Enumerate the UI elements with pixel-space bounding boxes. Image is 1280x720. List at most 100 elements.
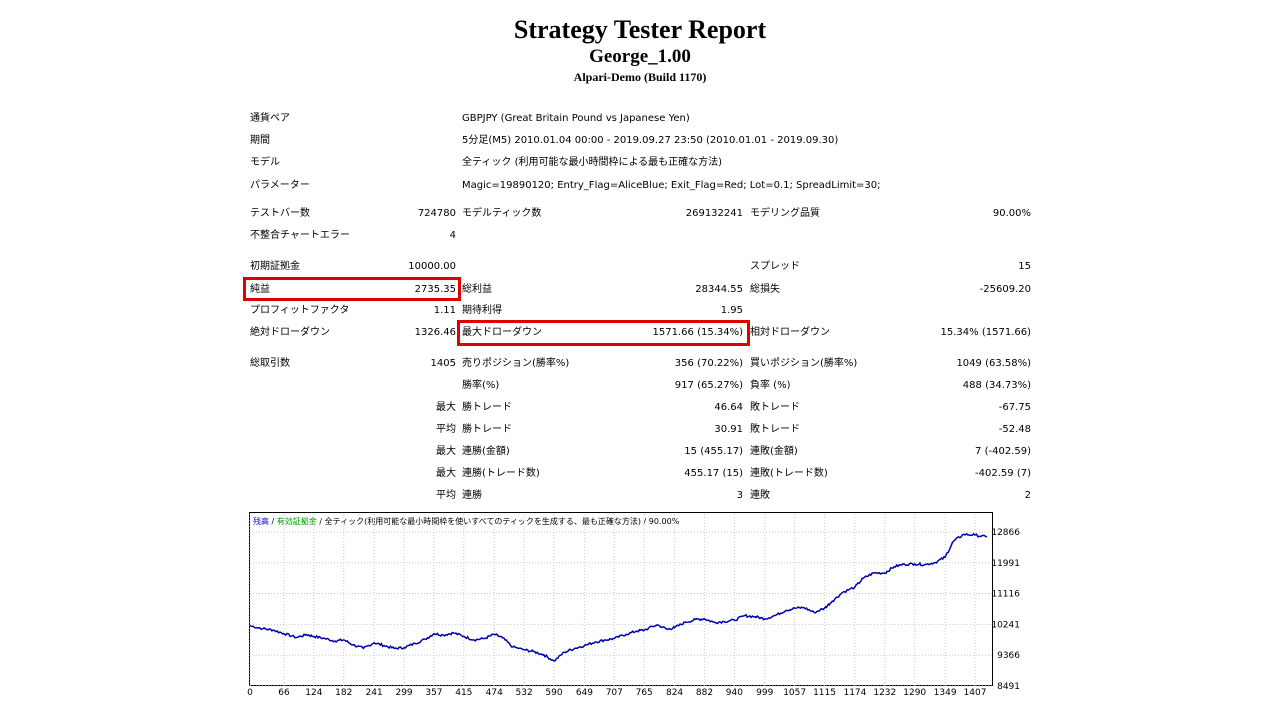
y-tick-label: 9366 [997,651,1020,661]
total-trades-label: 総取引数 [250,358,290,369]
avg-consecutive-losses-value: 2 [1024,490,1031,501]
x-tick-label: 1290 [903,688,926,698]
chart-legend: 残高 / 有効証拠金 / 全ティック(利用可能な最小時間枠を使いすべてのティック… [253,516,679,528]
x-tick-label: 1232 [873,688,896,698]
x-tick-label: 182 [335,688,352,698]
expert-name: George_1.00 [589,46,691,67]
largest-loss-label: 敗トレード [750,402,800,413]
avg-consecutive-wins-value: 3 [736,490,743,501]
profit-trades-label: 勝率(%) [462,380,500,391]
consecutive-wins-money-value: 15 (455.17) [684,446,743,457]
total-trades-value: 1405 [430,358,456,369]
largest-row-label: 最大 [436,402,456,413]
initial-deposit-value: 10000.00 [408,261,456,272]
y-tick-label: 11116 [991,590,1020,600]
x-tick-label: 1057 [783,688,806,698]
avg-consecutive-losses-label: 連敗 [750,490,770,501]
profit-factor-value: 1.11 [433,305,456,316]
profit-factor-label: プロフィットファクタ [250,305,350,316]
x-tick-label: 590 [545,688,562,698]
average-row-label: 平均 [436,424,456,435]
x-tick-label: 824 [666,688,683,698]
legend-quality: 90.00% [648,517,680,526]
spread-value: 15 [1018,261,1031,272]
symbol-value: GBPJPY (Great Britain Pound vs Japanese … [462,113,690,124]
relative-drawdown-label: 相対ドローダウン [750,327,830,338]
period-label: 期間 [250,135,270,146]
x-tick-label: 1407 [964,688,987,698]
gross-loss-label: 総損失 [750,284,780,295]
ticks-value: 269132241 [685,208,743,219]
gross-profit-label: 総利益 [462,284,492,295]
x-tick-label: 1349 [934,688,957,698]
absolute-drawdown-label: 絶対ドローダウン [250,327,330,338]
avg-consecutive-wins-label: 連勝 [462,490,482,501]
consecutive-losses-money-label: 連敗(金額) [750,446,798,457]
net-profit-highlight [243,277,461,301]
x-tick-label: 124 [305,688,322,698]
x-tick-label: 999 [756,688,773,698]
absolute-drawdown-value: 1326.46 [414,327,456,338]
average-consecutive-row-label: 平均 [436,490,456,501]
quality-label: モデリング品質 [750,208,820,219]
long-positions-label: 買いポジション(勝率%) [750,358,858,369]
consecutive-losses-money-value: 7 (-402.59) [975,446,1031,457]
largest-loss-value: -67.75 [998,402,1031,413]
loss-trades-label: 負率 (%) [750,380,791,391]
long-positions-value: 1049 (63.58%) [956,358,1031,369]
max-drawdown-highlight [457,320,750,346]
initial-deposit-label: 初期証拠金 [250,261,300,272]
errors-label: 不整合チャートエラー [250,230,350,241]
bars-value: 724780 [417,208,456,219]
expected-payoff-value: 1.95 [720,305,743,316]
gross-loss-value: -25609.20 [979,284,1031,295]
average-loss-value: -52.48 [998,424,1031,435]
average-loss-label: 敗トレード [750,424,800,435]
x-tick-label: 649 [576,688,593,698]
errors-value: 4 [449,230,456,241]
average-profit-label: 勝トレード [462,424,512,435]
parameters-label: パラメーター [250,180,310,191]
legend-equity: 有効証拠金 [276,517,317,526]
parameters-value: Magic=19890120; Entry_Flag=AliceBlue; Ex… [462,180,881,191]
x-tick-label: 357 [425,688,442,698]
quality-value: 90.00% [992,208,1031,219]
legend-separator: / [643,517,647,526]
x-tick-label: 532 [516,688,533,698]
consecutive-wins-money-label: 連勝(金額) [462,446,510,457]
net-profit-label: 純益 [250,284,270,295]
consecutive-profit-value: 455.17 (15) [684,468,743,479]
profit-trades-value: 917 (65.27%) [674,380,743,391]
short-positions-label: 売りポジション(勝率%) [462,358,570,369]
period-value: 5分足(M5) 2010.01.04 00:00 - 2019.09.27 23… [462,135,839,146]
max-consecutive-row-label: 最大 [436,446,456,457]
x-tick-label: 707 [606,688,623,698]
loss-trades-value: 488 (34.73%) [962,380,1031,391]
x-tick-label: 415 [455,688,472,698]
model-value: 全ティック (利用可能な最小時間枠による最も正確な方法) [462,157,723,168]
consecutive-profit-label: 連勝(トレード数) [462,468,540,479]
x-tick-label: 299 [395,688,412,698]
legend-balance: 残高 [253,517,269,526]
x-tick-label: 0 [247,688,253,698]
gross-profit-value: 28344.55 [695,284,743,295]
spread-label: スプレッド [750,261,800,272]
legend-separator: / [319,517,323,526]
symbol-label: 通貨ペア [250,113,290,124]
maximal-consecutive-row-label: 最大 [436,468,456,479]
max-drawdown-value: 1571.66 (15.34%) [652,327,743,338]
legend-model: 全ティック(利用可能な最小時間枠を使いすべてのティックを生成する、最も正確な方法… [324,517,641,526]
largest-profit-value: 46.64 [714,402,743,413]
x-tick-label: 1174 [843,688,866,698]
expected-payoff-label: 期待利得 [462,305,502,316]
average-profit-value: 30.91 [714,424,743,435]
max-drawdown-label: 最大ドローダウン [462,327,542,338]
x-tick-label: 66 [278,688,290,698]
relative-drawdown-value: 15.34% (1571.66) [940,327,1031,338]
x-tick-label: 940 [726,688,743,698]
y-tick-label: 8491 [997,682,1020,692]
legend-separator: / [271,517,275,526]
consecutive-loss-label: 連敗(トレード数) [750,468,828,479]
x-tick-label: 1115 [813,688,836,698]
net-profit-value: 2735.35 [414,284,456,295]
